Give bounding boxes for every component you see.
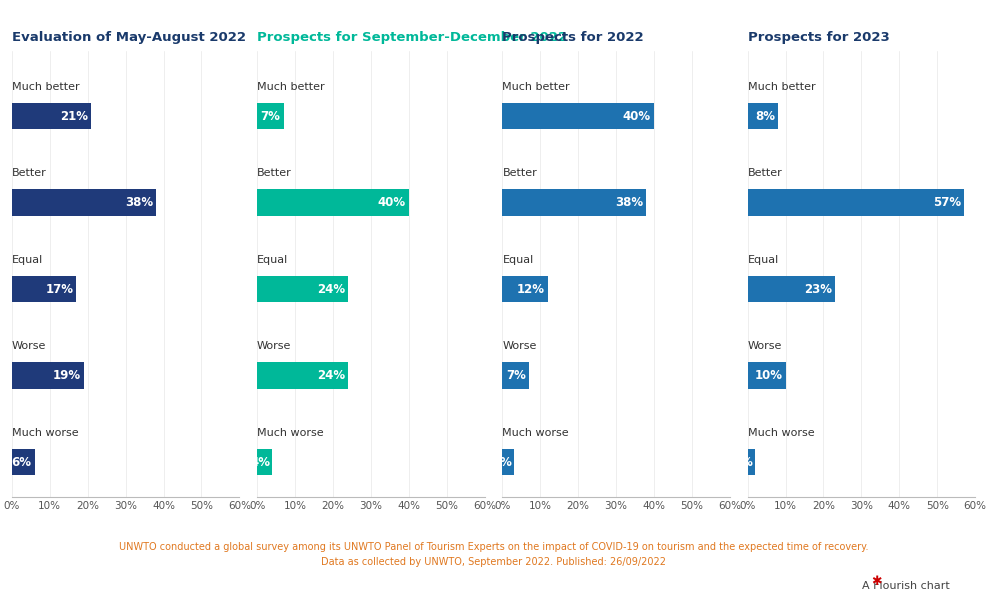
Bar [256, 448, 272, 476]
Text: A Flourish chart: A Flourish chart [854, 581, 949, 591]
Bar [502, 362, 528, 389]
Text: 17%: 17% [45, 282, 73, 296]
Text: 7%: 7% [260, 110, 280, 123]
Text: 40%: 40% [622, 110, 651, 123]
Bar [502, 276, 547, 302]
Text: Much worse: Much worse [502, 428, 569, 438]
Text: Equal: Equal [747, 255, 778, 265]
Text: Equal: Equal [256, 255, 288, 265]
Text: Much worse: Much worse [256, 428, 323, 438]
Bar [747, 276, 834, 302]
Text: 19%: 19% [52, 369, 81, 382]
Text: 24%: 24% [317, 369, 345, 382]
Bar [256, 276, 348, 302]
Bar [747, 102, 777, 129]
Text: 21%: 21% [60, 110, 89, 123]
Text: 7%: 7% [506, 369, 526, 382]
Text: Much better: Much better [256, 82, 324, 92]
Text: Equal: Equal [502, 255, 533, 265]
Text: 3%: 3% [491, 456, 512, 468]
Text: 6%: 6% [12, 456, 32, 468]
Text: 4%: 4% [250, 456, 270, 468]
Bar [12, 102, 92, 129]
Bar [12, 189, 156, 216]
Text: Equal: Equal [12, 255, 43, 265]
Text: Worse: Worse [747, 341, 781, 352]
Bar [12, 448, 35, 476]
Text: Prospects for September-December 2022: Prospects for September-December 2022 [256, 31, 567, 44]
Text: 24%: 24% [317, 282, 345, 296]
Text: Worse: Worse [502, 341, 536, 352]
Text: Prospects for 2023: Prospects for 2023 [747, 31, 888, 44]
Text: Data as collected by UNWTO, September 2022. Published: 26/09/2022: Data as collected by UNWTO, September 20… [320, 557, 666, 567]
Text: Better: Better [747, 169, 782, 178]
Text: 10%: 10% [753, 369, 782, 382]
Text: Evaluation of May-August 2022: Evaluation of May-August 2022 [12, 31, 246, 44]
Text: Much worse: Much worse [12, 428, 79, 438]
Bar [256, 102, 283, 129]
Text: 12%: 12% [517, 282, 544, 296]
Text: 40%: 40% [378, 196, 405, 209]
Bar [502, 102, 654, 129]
Text: 8%: 8% [754, 110, 774, 123]
Bar [747, 189, 962, 216]
Text: Much better: Much better [12, 82, 80, 92]
Bar [747, 362, 785, 389]
Bar [256, 362, 348, 389]
Text: ✱: ✱ [871, 575, 881, 588]
Text: Much worse: Much worse [747, 428, 813, 438]
Bar [256, 189, 408, 216]
Bar [502, 189, 646, 216]
Text: 38%: 38% [124, 196, 153, 209]
Text: 2%: 2% [733, 456, 752, 468]
Text: Worse: Worse [256, 341, 291, 352]
Bar [12, 276, 76, 302]
Text: 57%: 57% [932, 196, 959, 209]
Text: UNWTO conducted a global survey among its UNWTO Panel of Tourism Experts on the : UNWTO conducted a global survey among it… [118, 542, 868, 552]
Text: Better: Better [502, 169, 536, 178]
Text: Better: Better [256, 169, 292, 178]
Text: Better: Better [12, 169, 46, 178]
Bar [502, 448, 514, 476]
Text: Much better: Much better [502, 82, 570, 92]
Text: 23%: 23% [803, 282, 831, 296]
Text: Much better: Much better [747, 82, 814, 92]
Text: 38%: 38% [614, 196, 643, 209]
Text: Worse: Worse [12, 341, 46, 352]
Text: Prospects for 2022: Prospects for 2022 [502, 31, 643, 44]
Bar [12, 362, 84, 389]
Bar [747, 448, 754, 476]
